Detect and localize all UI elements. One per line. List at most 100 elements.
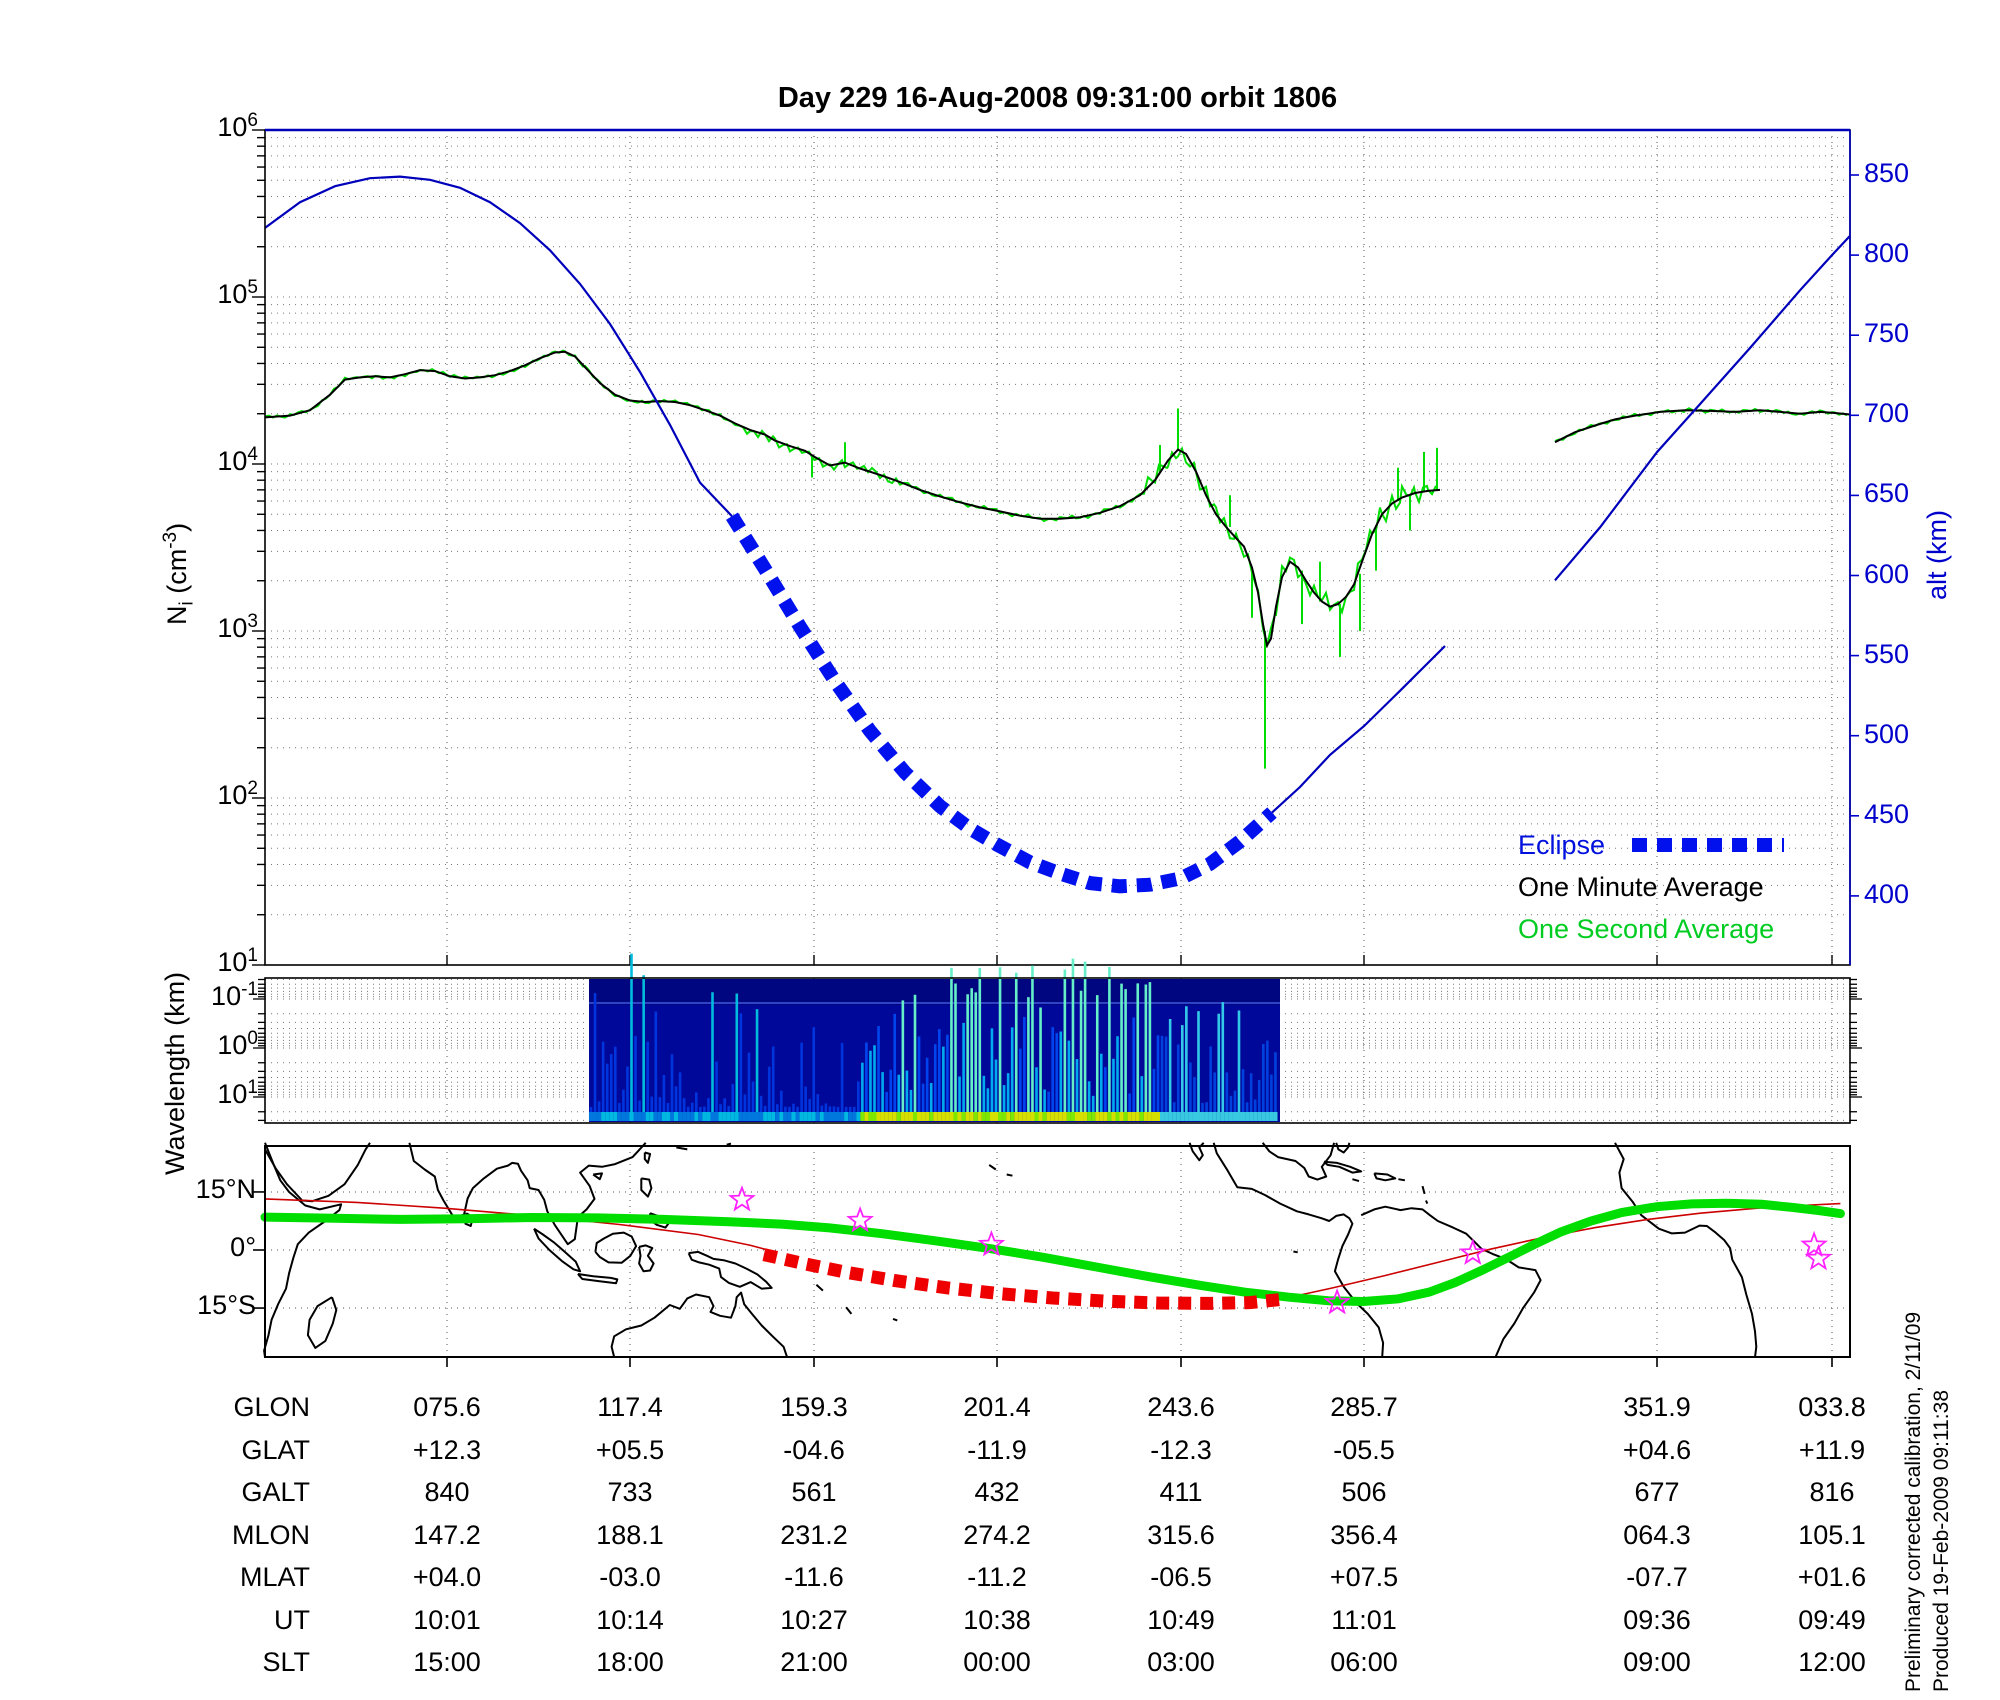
table-cell: 840 [424, 1477, 470, 1507]
table-cell: +04.0 [412, 1562, 482, 1592]
table-row-label: MLAT [239, 1562, 310, 1592]
density-axis-title: Ni (cm-3) [160, 522, 198, 625]
table-cell: 064.3 [1623, 1519, 1691, 1550]
log-base: 10 [217, 1079, 248, 1109]
table-row-label: UT [274, 1604, 310, 1635]
table-cell: 274.2 [963, 1519, 1031, 1550]
table-cell: 231.2 [780, 1519, 848, 1550]
log-base: 10 [211, 981, 242, 1011]
table-cell: 10:49 [1147, 1604, 1215, 1635]
table-cell: -05.5 [1333, 1434, 1395, 1465]
table-cell: 561 [791, 1477, 837, 1507]
ground-track-map [253, 1142, 1851, 1367]
table-cell: -11.2 [967, 1562, 1027, 1592]
alt-tick: 850 [1864, 158, 1910, 188]
table-cell: +11.9 [1798, 1434, 1866, 1465]
log-base: 10 [217, 279, 248, 309]
table-cell: -11.6 [784, 1562, 844, 1592]
table-cell: 15:00 [413, 1647, 481, 1677]
table-cell: 188.1 [596, 1519, 664, 1550]
table-cell: 03:00 [1147, 1647, 1215, 1677]
table-row-label: GALT [241, 1477, 310, 1507]
table-cell: 10:38 [963, 1604, 1031, 1635]
table-cell: +01.6 [1797, 1562, 1867, 1592]
table-cell: 351.9 [1623, 1392, 1691, 1422]
table-cell: 105.1 [1798, 1519, 1866, 1550]
table-cell: 18:00 [596, 1647, 664, 1677]
legend-one-minute-label: One Minute Average [1518, 872, 1764, 902]
wavelength-tick: 100 [178, 1028, 258, 1061]
log-exponent: 1 [247, 945, 258, 966]
table-cell: 09:49 [1798, 1604, 1866, 1635]
table-cell: +07.5 [1329, 1562, 1399, 1592]
alt-tick: 600 [1864, 558, 1910, 589]
log-exponent: 5 [247, 277, 258, 298]
table-cell: 117.4 [597, 1392, 663, 1422]
table-cell: -04.6 [783, 1434, 845, 1465]
table-cell: -11.9 [967, 1434, 1027, 1465]
table-row-label: MLON [231, 1519, 310, 1550]
alt-tick: 450 [1864, 798, 1910, 829]
table-cell: 10:27 [780, 1604, 848, 1635]
log-exponent: -1 [241, 979, 258, 1000]
table-cell: 09:36 [1623, 1604, 1691, 1635]
alt-tick: 750 [1864, 318, 1910, 349]
table-cell: +12.3 [412, 1434, 482, 1465]
map-lat-tick: 15°N [195, 1173, 256, 1204]
spectrogram-panel [253, 953, 1862, 1124]
table-cell: 21:00 [780, 1647, 848, 1677]
log-base: 10 [217, 780, 248, 810]
density-tick: 106 [178, 110, 258, 143]
table-cell: 075.6 [413, 1392, 481, 1422]
log-exponent: 4 [247, 444, 258, 465]
alt-tick: 500 [1864, 718, 1910, 749]
log-exponent: 3 [247, 611, 258, 632]
table-cell: 285.7 [1330, 1392, 1398, 1422]
wavelength-tick: 10-1 [178, 979, 258, 1012]
alt-tick: 550 [1864, 638, 1910, 669]
log-base: 10 [217, 112, 248, 142]
log-base: 10 [217, 446, 248, 476]
map-lat-tick: 15°S [197, 1290, 256, 1321]
table-cell: 816 [1809, 1477, 1855, 1507]
density-tick: 101 [178, 945, 258, 978]
log-base: 10 [217, 613, 248, 643]
table-cell: 033.8 [1798, 1392, 1866, 1422]
table-row-label: GLAT [241, 1434, 310, 1465]
log-base: 10 [217, 1030, 248, 1060]
page-title: Day 229 16-Aug-2008 09:31:00 orbit 1806 [777, 82, 1338, 114]
alt-axis-title: alt (km) [1922, 510, 1952, 600]
table-cell: 432 [974, 1477, 1020, 1507]
log-exponent: 1 [247, 1077, 258, 1098]
table-cell: 411 [1159, 1477, 1203, 1507]
legend-one-second-label: One Second Average [1518, 914, 1775, 944]
main-panel [252, 128, 1859, 966]
wavelength-tick: 101 [178, 1077, 258, 1110]
table-cell: -12.3 [1150, 1434, 1212, 1465]
table-cell: 00:00 [963, 1647, 1031, 1677]
alt-tick: 800 [1864, 238, 1910, 269]
legend-eclipse-dash-sample [1632, 838, 1784, 852]
table-cell: 147.2 [413, 1519, 481, 1550]
density-tick: 103 [178, 611, 258, 644]
density-tick: 104 [178, 444, 258, 477]
table-row-label: SLT [262, 1647, 310, 1677]
table-cell: 243.6 [1147, 1392, 1215, 1422]
log-base: 10 [217, 947, 248, 977]
density-tick: 102 [178, 778, 258, 811]
table-cell: -03.0 [599, 1562, 661, 1592]
table-cell: +04.6 [1622, 1434, 1692, 1465]
table-cell: +05.5 [595, 1434, 665, 1465]
table-cell: -06.5 [1150, 1562, 1212, 1592]
table-row-label: GLON [233, 1392, 310, 1422]
log-exponent: 6 [247, 110, 258, 131]
table-cell: 356.4 [1330, 1519, 1398, 1550]
alt-tick: 700 [1864, 398, 1910, 429]
density-tick: 105 [178, 277, 258, 310]
alt-tick: 400 [1864, 878, 1910, 909]
table-cell: -07.7 [1626, 1562, 1688, 1592]
table-cell: 506 [1341, 1477, 1387, 1507]
log-exponent: 2 [247, 778, 258, 799]
